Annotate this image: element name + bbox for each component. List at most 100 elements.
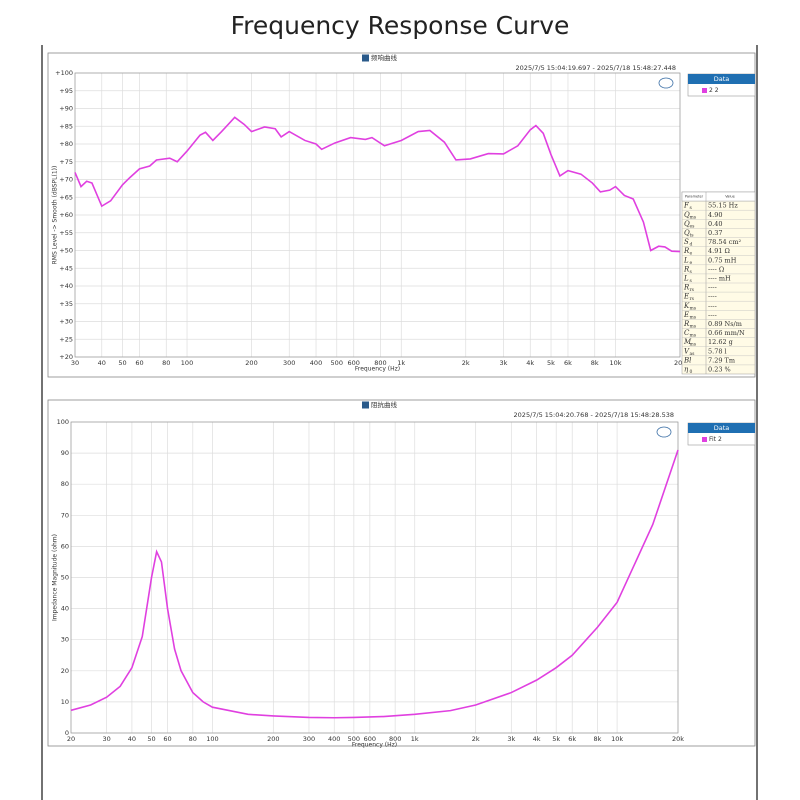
x-tick-label: 60: [163, 735, 171, 743]
y-tick-label: +60: [59, 211, 73, 219]
x-tick-label: 1k: [411, 735, 419, 743]
param-subscript: d: [690, 242, 693, 248]
legend-header: [688, 423, 755, 433]
param-value: 78.54 cm²: [708, 238, 741, 246]
chart-frame: [47, 399, 756, 747]
param-subscript: ts: [690, 232, 695, 238]
param-value: ----: [708, 311, 717, 319]
param-header: Value: [725, 195, 735, 199]
y-tick-label: 50: [61, 574, 69, 582]
legend-header: [688, 74, 755, 84]
param-value: 0.75 mH: [708, 256, 737, 264]
x-tick-label: 200: [245, 359, 257, 367]
y-tick-label: +25: [59, 335, 73, 343]
chart-title: 频响曲线: [371, 53, 398, 62]
param-subscript: 0: [690, 369, 693, 375]
param-subscript: as: [690, 352, 696, 357]
param-subscript: ms: [690, 315, 697, 320]
x-tick-label: 5k: [547, 359, 555, 367]
param-symbol: Q: [684, 220, 690, 228]
param-symbol: L: [683, 256, 689, 264]
y-tick-label: +100: [55, 69, 73, 77]
x-tick-label: 5k: [552, 735, 560, 743]
param-subscript: ms: [690, 343, 697, 348]
y-tick-label: +80: [59, 140, 73, 148]
y-tick-label: 70: [61, 511, 69, 519]
x-tick-label: 100: [181, 359, 193, 367]
x-tick-label: 4k: [526, 359, 534, 367]
x-tick-label: 4k: [533, 735, 541, 743]
x-tick-label: 1k: [397, 359, 405, 367]
param-symbol: R: [683, 265, 690, 273]
chart-title: 阻抗曲线: [371, 400, 398, 409]
x-tick-label: 10k: [611, 735, 623, 743]
y-tick-label: +35: [59, 300, 73, 308]
series-line: [70, 449, 679, 719]
param-symbol: R: [683, 247, 690, 255]
x-tick-label: 600: [348, 359, 360, 367]
param-symbol: η: [684, 365, 689, 373]
x-tick-label: 3k: [500, 359, 508, 367]
y-tick-label: +20: [59, 353, 73, 361]
y-axis-label: RMS Level -> Smooth (dBSPL(1)): [52, 166, 59, 265]
y-tick-label: +85: [59, 122, 73, 130]
y-tick-label: +40: [59, 282, 73, 290]
x-tick-label: 2k: [472, 735, 480, 743]
title-icon: [362, 401, 369, 409]
legend-title: Data: [714, 75, 730, 83]
y-tick-label: +55: [59, 229, 73, 237]
x-tick-label: 3k: [507, 735, 515, 743]
param-symbol: Bl: [683, 356, 691, 364]
param-value: ----: [708, 302, 717, 310]
param-subscript: ms: [690, 324, 697, 329]
legend-label: Fit 2: [709, 436, 722, 443]
x-tick-label: 20: [67, 735, 75, 743]
x-axis-label: Frequency (Hz): [355, 366, 400, 373]
x-tick-label: 50: [147, 735, 155, 743]
param-subscript: s: [690, 279, 693, 284]
x-tick-label: 2k: [462, 359, 470, 367]
x-tick-label: 6k: [568, 735, 576, 743]
x-tick-label: 80: [189, 735, 197, 743]
x-tick-label: 80: [162, 359, 170, 367]
param-symbol: R: [683, 320, 690, 328]
y-tick-label: 40: [61, 605, 69, 613]
y-tick-label: +50: [59, 247, 73, 255]
param-subscript: e: [690, 252, 693, 257]
param-symbol: L: [683, 274, 689, 282]
page-title: Frequency Response Curve: [231, 11, 570, 40]
x-tick-label: 100: [206, 735, 218, 743]
y-tick-label: +95: [59, 87, 73, 95]
x-tick-label: 300: [303, 735, 315, 743]
y-tick-label: 80: [61, 480, 69, 488]
param-symbol: E: [683, 311, 689, 319]
x-tick-label: 20k: [672, 735, 684, 743]
x-tick-label: 800: [389, 735, 401, 743]
param-value: ---- Ω: [708, 265, 724, 273]
logo: [656, 426, 672, 438]
param-value: ---- mH: [708, 274, 731, 282]
title-icon: [362, 54, 369, 62]
legend-label: 2 2: [709, 87, 719, 94]
y-tick-label: 0: [65, 729, 69, 737]
x-tick-label: 40: [98, 359, 106, 367]
param-value: 55.15 Hz: [708, 202, 738, 210]
x-tick-label: 50: [118, 359, 126, 367]
param-subscript: e: [690, 261, 693, 266]
x-tick-label: 800: [374, 359, 386, 367]
param-subscript: es: [690, 224, 696, 229]
x-tick-label: 400: [310, 359, 322, 367]
param-value: 0.37: [708, 229, 722, 237]
x-tick-label: 200: [267, 735, 279, 743]
series-line: [74, 116, 681, 253]
param-value: 0.23 %: [708, 365, 731, 373]
param-value: 5.78 l: [708, 347, 727, 355]
plot-area: [70, 421, 679, 734]
x-tick-label: 8k: [591, 359, 599, 367]
param-subscript: s: [690, 270, 693, 275]
timestamp: 2025/7/5 15:04:19.697 - 2025/7/18 15:48:…: [516, 64, 676, 72]
y-tick-label: 100: [57, 418, 69, 426]
x-tick-label: 10k: [609, 359, 621, 367]
